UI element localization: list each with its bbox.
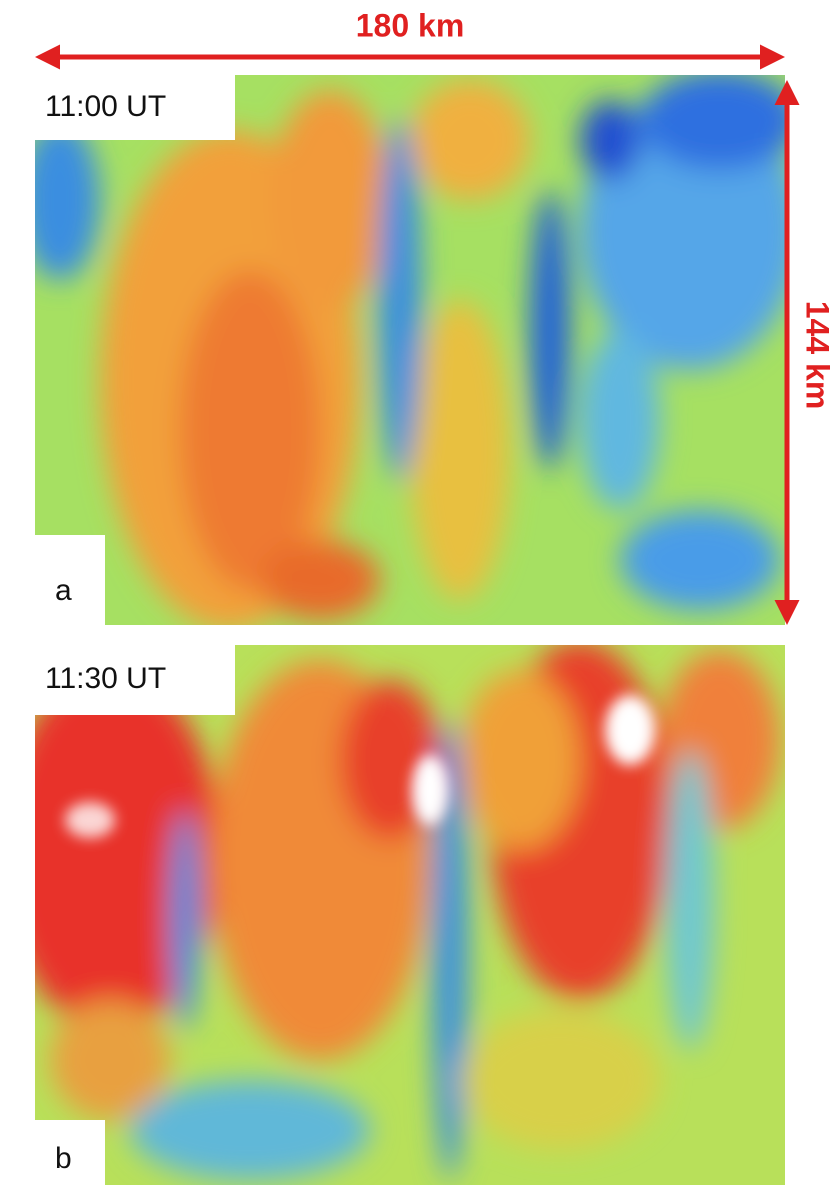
image-panel-b <box>35 645 785 1185</box>
label-box <box>35 535 105 625</box>
panel-letter: b <box>55 1142 72 1175</box>
width-label: 180 km <box>356 7 465 43</box>
label-box <box>0 645 235 715</box>
height-label: 144 km <box>800 301 836 410</box>
time-label: 11:30 UT <box>45 662 166 695</box>
label-box <box>0 75 235 140</box>
label-box <box>35 1120 105 1185</box>
panel-letter: a <box>55 574 72 607</box>
image-panel-a <box>35 75 785 625</box>
time-label: 11:00 UT <box>45 90 166 123</box>
